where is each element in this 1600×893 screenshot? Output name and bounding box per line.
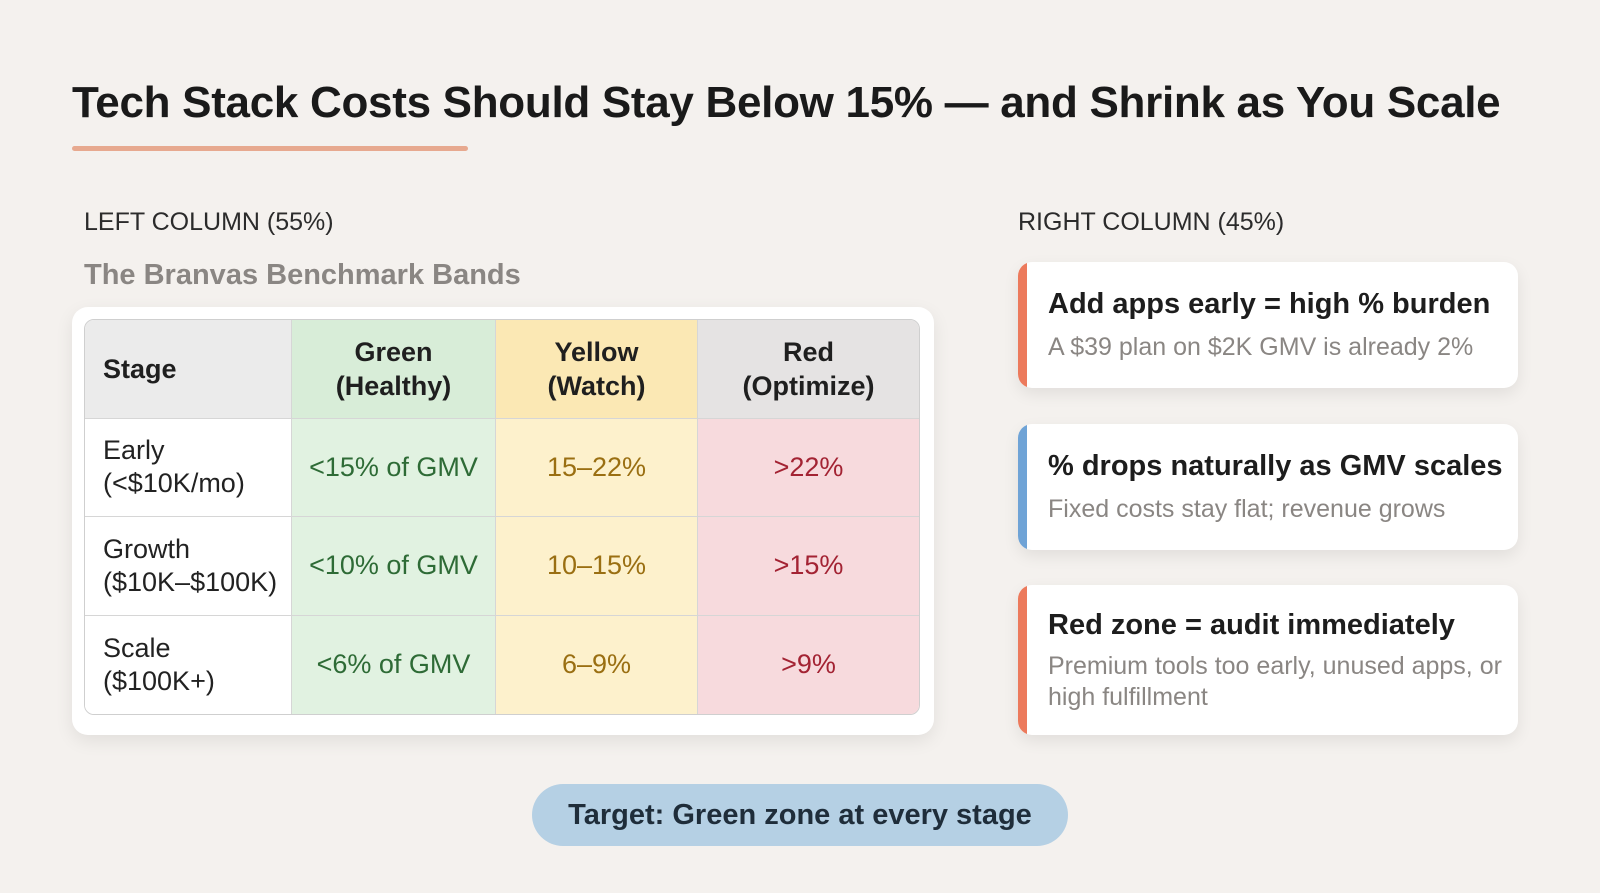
header-yellow-line1: Yellow xyxy=(554,336,639,367)
stage-range: (<$10K/mo) xyxy=(103,468,245,499)
stage-name: Early xyxy=(103,435,165,466)
header-yellow-line2: (Watch) xyxy=(547,370,646,401)
callout-body: A $39 plan on $2K GMV is already 2% xyxy=(1048,333,1474,361)
red-cell: >15% xyxy=(698,517,919,616)
stage-cell: Scale ($100K+) xyxy=(85,615,292,714)
callout-heading: Red zone = audit immediately xyxy=(1048,609,1455,641)
benchmark-table: Stage Green (Healthy) Yellow (Watch) Red… xyxy=(84,319,920,715)
benchmark-table-card: Stage Green (Healthy) Yellow (Watch) Red… xyxy=(72,307,934,735)
green-cell: <15% of GMV xyxy=(292,418,496,517)
table-row: Growth ($10K–$100K) <10% of GMV 10–15% >… xyxy=(85,517,919,616)
stage-range: ($100K+) xyxy=(103,665,215,696)
stage-cell: Early (<$10K/mo) xyxy=(85,418,292,517)
stage-name: Scale xyxy=(103,632,171,663)
green-cell: <6% of GMV xyxy=(292,615,496,714)
right-column-label: RIGHT COLUMN (45%) xyxy=(1018,208,1285,236)
callout-card: % drops naturally as GMV scales Fixed co… xyxy=(1018,424,1518,550)
callout-card: Add apps early = high % burden A $39 pla… xyxy=(1018,262,1518,388)
title-underline xyxy=(72,146,468,151)
callout-card: Red zone = audit immediately Premium too… xyxy=(1018,585,1518,735)
header-red: Red (Optimize) xyxy=(698,320,919,419)
red-cell: >22% xyxy=(698,418,919,517)
header-red-line2: (Optimize) xyxy=(742,370,875,401)
header-yellow: Yellow (Watch) xyxy=(496,320,698,419)
callout-body: Premium tools too early, unused apps, or… xyxy=(1048,652,1502,711)
callout-heading: Add apps early = high % burden xyxy=(1048,288,1491,320)
table-row: Early (<$10K/mo) <15% of GMV 15–22% >22% xyxy=(85,418,919,517)
header-green-line1: Green xyxy=(354,336,433,367)
callout-accent-bar xyxy=(1018,424,1027,550)
callout-accent-bar xyxy=(1018,262,1027,388)
red-cell: >9% xyxy=(698,615,919,714)
table-header-row: Stage Green (Healthy) Yellow (Watch) Red… xyxy=(85,320,919,419)
yellow-cell: 6–9% xyxy=(496,615,698,714)
section-title: The Branvas Benchmark Bands xyxy=(84,259,521,291)
callout-heading: % drops naturally as GMV scales xyxy=(1048,450,1503,482)
header-red-line1: Red xyxy=(782,336,834,367)
page-title: Tech Stack Costs Should Stay Below 15% —… xyxy=(72,78,1501,127)
callout-accent-bar xyxy=(1018,585,1027,735)
header-green-line2: (Healthy) xyxy=(335,370,452,401)
callout-body: Fixed costs stay flat; revenue grows xyxy=(1048,495,1446,523)
left-column-label: LEFT COLUMN (55%) xyxy=(84,208,334,236)
header-green: Green (Healthy) xyxy=(292,320,496,419)
green-cell: <10% of GMV xyxy=(292,517,496,616)
stage-cell: Growth ($10K–$100K) xyxy=(85,517,292,616)
target-pill: Target: Green zone at every stage xyxy=(532,784,1068,846)
header-stage: Stage xyxy=(85,320,292,419)
stage-range: ($10K–$100K) xyxy=(103,566,278,597)
table-row: Scale ($100K+) <6% of GMV 6–9% >9% xyxy=(85,615,919,714)
stage-name: Growth xyxy=(103,533,191,564)
yellow-cell: 15–22% xyxy=(496,418,698,517)
yellow-cell: 10–15% xyxy=(496,517,698,616)
